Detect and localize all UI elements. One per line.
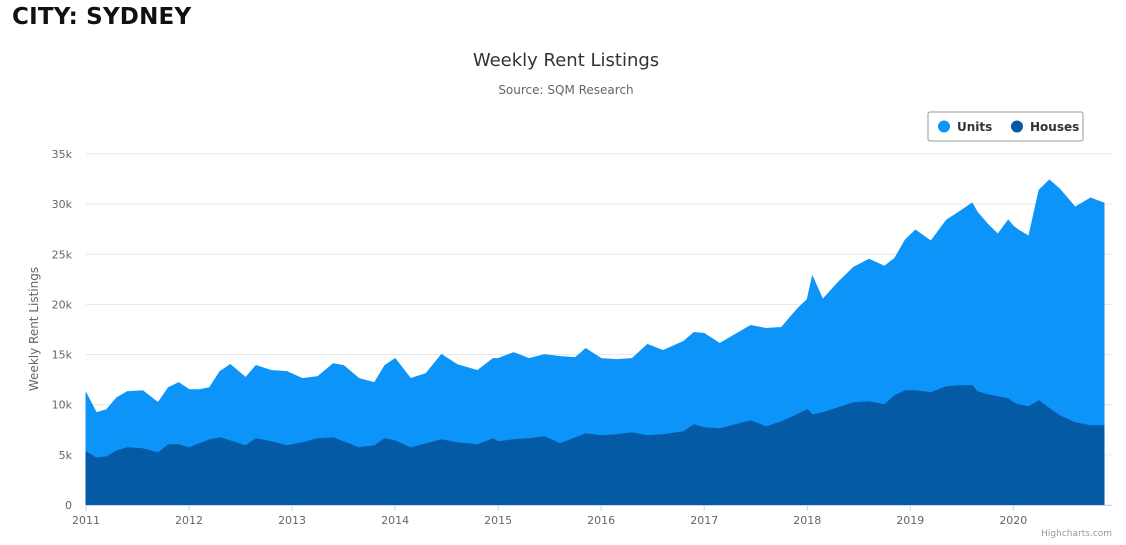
y-tick-label: 20k xyxy=(52,298,73,311)
x-tick-label: 2011 xyxy=(72,514,100,527)
x-tick-label: 2017 xyxy=(690,514,718,527)
legend-item-houses[interactable]: Houses xyxy=(1011,120,1079,134)
legend-units-label: Units xyxy=(957,120,992,134)
x-tick-label: 2012 xyxy=(175,514,203,527)
y-tick-label: 10k xyxy=(52,399,73,412)
x-tick-label: 2015 xyxy=(484,514,512,527)
y-tick-label: 15k xyxy=(52,349,73,362)
highcharts-credit-link[interactable]: Highcharts.com xyxy=(1041,529,1112,539)
x-tick-label: 2019 xyxy=(896,514,924,527)
legend-box xyxy=(927,111,1084,142)
area-series[interactable] xyxy=(85,179,1105,506)
y-tick-label: 0 xyxy=(65,499,72,512)
legend: Units Houses xyxy=(927,111,1084,142)
y-tick-label: 25k xyxy=(52,248,73,261)
chart-subtitle: Source: SQM Research xyxy=(498,83,633,97)
x-tick-label: 2020 xyxy=(999,514,1027,527)
x-tick-label: 2018 xyxy=(793,514,821,527)
city-title: CITY: SYDNEY xyxy=(12,4,192,30)
y-axis-title: Weekly Rent Listings xyxy=(27,267,41,391)
axes: 0 5k 10k 15k 20k 25k 30k 35k 2011 2012 2013 2014 201… xyxy=(52,148,1112,527)
x-tick-label: 2014 xyxy=(381,514,409,527)
legend-houses-marker xyxy=(1011,120,1023,133)
legend-houses-label: Houses xyxy=(1030,120,1079,134)
y-tick-label: 35k xyxy=(52,148,73,161)
y-tick-label: 5k xyxy=(59,449,73,462)
x-tick-label: 2013 xyxy=(278,514,306,527)
x-tick-label: 2016 xyxy=(587,514,615,527)
chart-title: Weekly Rent Listings xyxy=(473,50,659,71)
legend-item-units[interactable]: Units xyxy=(938,120,992,134)
legend-units-marker xyxy=(938,120,950,133)
y-tick-label: 30k xyxy=(52,198,73,211)
